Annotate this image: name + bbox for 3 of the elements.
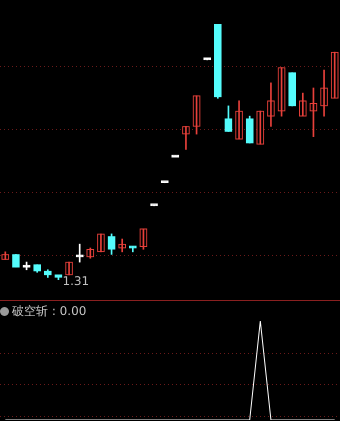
annotation: 1.31 — [62, 274, 90, 288]
chart-title: 破空斩 : 0.00 — [12, 303, 86, 320]
candlestick — [76, 244, 84, 262]
